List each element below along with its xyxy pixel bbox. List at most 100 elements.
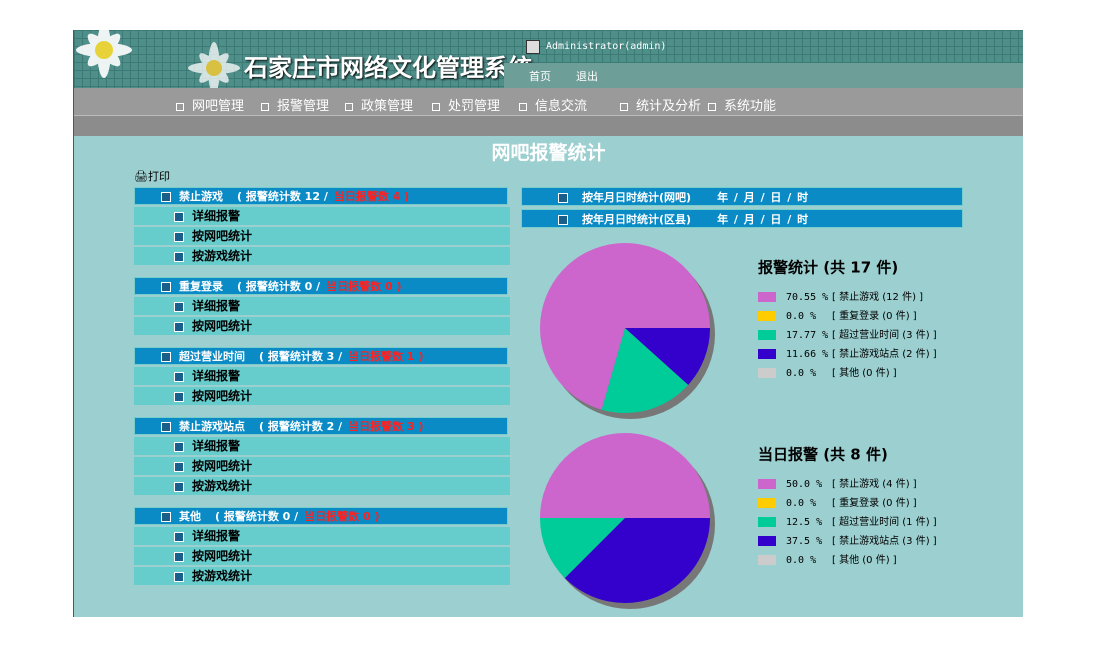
legend-value: 50.0 %	[786, 479, 822, 490]
menu-item[interactable]: 信息交流	[519, 95, 587, 114]
nav-link[interactable]: 退出	[576, 70, 598, 83]
header-decoration	[76, 30, 240, 88]
item-label[interactable]: 按网吧统计	[192, 319, 253, 333]
item-icon[interactable]	[174, 571, 184, 582]
item-label[interactable]: 按网吧统计	[192, 229, 253, 243]
group-today: 当日报警数 0 )	[304, 510, 380, 523]
time-stat-units[interactable]: 年 / 月 / 日 / 时	[717, 191, 810, 204]
item-label[interactable]: 详细报警	[192, 369, 241, 383]
group-name[interactable]: 禁止游戏	[179, 190, 223, 203]
group-item[interactable]: 详细报警	[134, 437, 510, 456]
item-label[interactable]: 按网吧统计	[192, 389, 253, 403]
group-header[interactable]: 禁止游戏 ( 报警统计数 12 / 当日报警数 4 )	[134, 187, 508, 205]
legend-swatch	[758, 349, 776, 359]
item-icon[interactable]	[174, 321, 184, 332]
item-icon[interactable]	[174, 481, 184, 492]
item-label[interactable]: 按网吧统计	[192, 459, 253, 473]
menu-item[interactable]: 统计及分析	[620, 95, 701, 114]
item-icon[interactable]	[174, 231, 184, 242]
print-button[interactable]: 🖨打印	[134, 170, 170, 183]
time-stat-icon[interactable]	[558, 193, 568, 203]
group-icon[interactable]	[161, 282, 171, 292]
menu-bullet[interactable]	[261, 102, 269, 111]
item-icon[interactable]	[174, 371, 184, 382]
group-item[interactable]: 按游戏统计	[134, 247, 510, 266]
print-label[interactable]: 打印	[147, 170, 170, 183]
group-icon[interactable]	[161, 352, 171, 362]
group-icon[interactable]	[161, 192, 171, 202]
item-icon[interactable]	[174, 531, 184, 542]
group-header[interactable]: 其他 ( 报警统计数 0 / 当日报警数 0 )	[134, 507, 508, 525]
group-item[interactable]: 按网吧统计	[134, 227, 510, 246]
time-stat-label[interactable]: 按年月日时统计(网吧)	[582, 191, 692, 204]
item-icon[interactable]	[174, 251, 184, 262]
menu-label[interactable]: 系统功能	[724, 99, 777, 114]
time-stat-bar[interactable]: 按年月日时统计(区县) 年 / 月 / 日 / 时	[521, 209, 963, 228]
group-item[interactable]: 按游戏统计	[134, 477, 510, 496]
menu-label[interactable]: 统计及分析	[636, 99, 702, 114]
group-icon[interactable]	[161, 422, 171, 432]
legend-swatch	[758, 498, 776, 508]
time-stat-bar[interactable]: 按年月日时统计(网吧) 年 / 月 / 日 / 时	[521, 187, 963, 206]
menu-item[interactable]: 报警管理	[261, 95, 329, 114]
item-label[interactable]: 按游戏统计	[192, 479, 253, 493]
item-label[interactable]: 按游戏统计	[192, 569, 253, 583]
legend-value: 70.55 %	[786, 292, 828, 303]
group-item[interactable]: 详细报警	[134, 527, 510, 546]
group-name[interactable]: 重复登录	[179, 280, 223, 293]
menu-bullet[interactable]	[176, 102, 184, 111]
group-icon[interactable]	[161, 512, 171, 522]
group-header[interactable]: 重复登录 ( 报警统计数 0 / 当日报警数 0 )	[134, 277, 508, 295]
menu-item[interactable]: 政策管理	[345, 95, 413, 114]
menu-bullet[interactable]	[432, 102, 440, 111]
item-icon[interactable]	[174, 301, 184, 312]
item-icon[interactable]	[174, 441, 184, 452]
item-label[interactable]: 详细报警	[192, 529, 241, 543]
nav-link[interactable]: 首页	[529, 70, 551, 83]
time-stat-units[interactable]: 年 / 月 / 日 / 时	[717, 213, 810, 226]
item-label[interactable]: 按网吧统计	[192, 549, 253, 563]
group-item[interactable]: 详细报警	[134, 207, 510, 226]
menu-bullet[interactable]	[345, 102, 353, 111]
time-stat-label[interactable]: 按年月日时统计(区县)	[582, 213, 692, 226]
group-count: ( 报警统计数 0 /	[237, 280, 321, 293]
group-item[interactable]: 按网吧统计	[134, 547, 510, 566]
menu-bar	[74, 88, 1023, 115]
legend-label: [ 禁止游戏站点 (2 件) ]	[832, 347, 937, 360]
item-label[interactable]: 按游戏统计	[192, 249, 253, 263]
menu-bullet[interactable]	[620, 102, 628, 111]
time-stat-icon[interactable]	[558, 215, 568, 225]
app-frame: 石家庄市网络文化管理系统 Administrator(admin) 首页 退出 网…	[73, 30, 1023, 617]
menu-item[interactable]: 系统功能	[708, 95, 776, 114]
item-icon[interactable]	[174, 461, 184, 472]
item-label[interactable]: 详细报警	[192, 439, 241, 453]
group-item[interactable]: 按网吧统计	[134, 317, 510, 336]
menu-bullet[interactable]	[519, 102, 527, 111]
menu-item[interactable]: 网吧管理	[176, 95, 244, 114]
group-item[interactable]: 按网吧统计	[134, 457, 510, 476]
item-icon[interactable]	[174, 391, 184, 402]
menu-label[interactable]: 政策管理	[361, 99, 414, 114]
group-item[interactable]: 按游戏统计	[134, 567, 510, 586]
menu-label[interactable]: 信息交流	[535, 99, 588, 114]
menu-item[interactable]: 处罚管理	[432, 95, 500, 114]
group-item[interactable]: 按网吧统计	[134, 387, 510, 406]
group-today: 当日报警数 4 )	[333, 190, 410, 203]
group-header[interactable]: 禁止游戏站点 ( 报警统计数 2 / 当日报警数 3 )	[134, 417, 508, 435]
group-header[interactable]: 超过营业时间 ( 报警统计数 3 / 当日报警数 1 )	[134, 347, 508, 365]
group-item[interactable]: 详细报警	[134, 297, 510, 316]
item-label[interactable]: 详细报警	[192, 299, 241, 313]
pie-slice	[564, 518, 710, 603]
menu-bullet[interactable]	[708, 102, 716, 111]
group-name[interactable]: 超过营业时间	[179, 350, 245, 363]
menu-label[interactable]: 网吧管理	[192, 99, 245, 114]
menu-label[interactable]: 处罚管理	[448, 99, 501, 114]
group-name[interactable]: 禁止游戏站点	[179, 420, 245, 433]
item-icon[interactable]	[174, 551, 184, 562]
item-icon[interactable]	[174, 211, 184, 222]
group-name[interactable]: 其他	[179, 510, 201, 523]
group-item[interactable]: 详细报警	[134, 367, 510, 386]
legend-label: [ 重复登录 (0 件) ]	[832, 309, 917, 322]
item-label[interactable]: 详细报警	[192, 209, 241, 223]
menu-label[interactable]: 报警管理	[277, 99, 330, 114]
